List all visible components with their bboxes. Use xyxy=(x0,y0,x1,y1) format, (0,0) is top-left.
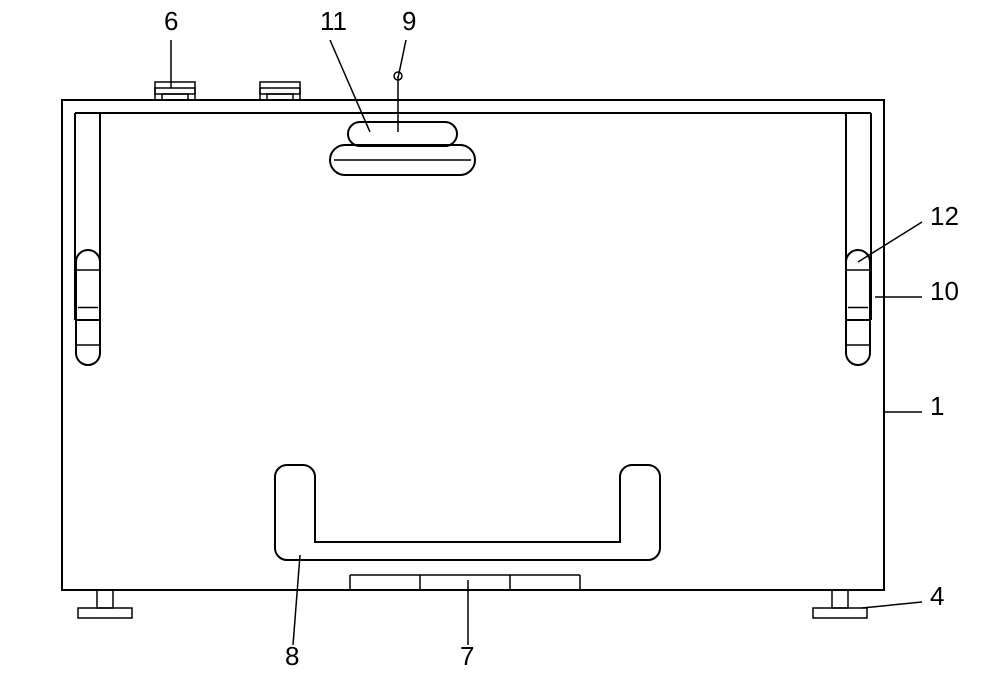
callout-1: 1 xyxy=(930,391,944,421)
callout-12: 12 xyxy=(930,201,959,231)
callout-4: 4 xyxy=(930,581,944,611)
callout-10: 10 xyxy=(930,276,959,306)
callout-9: 9 xyxy=(402,6,416,36)
callout-8: 8 xyxy=(285,641,299,671)
callout-6: 6 xyxy=(164,6,178,36)
callout-11: 11 xyxy=(320,6,347,36)
callout-7: 7 xyxy=(460,641,474,671)
